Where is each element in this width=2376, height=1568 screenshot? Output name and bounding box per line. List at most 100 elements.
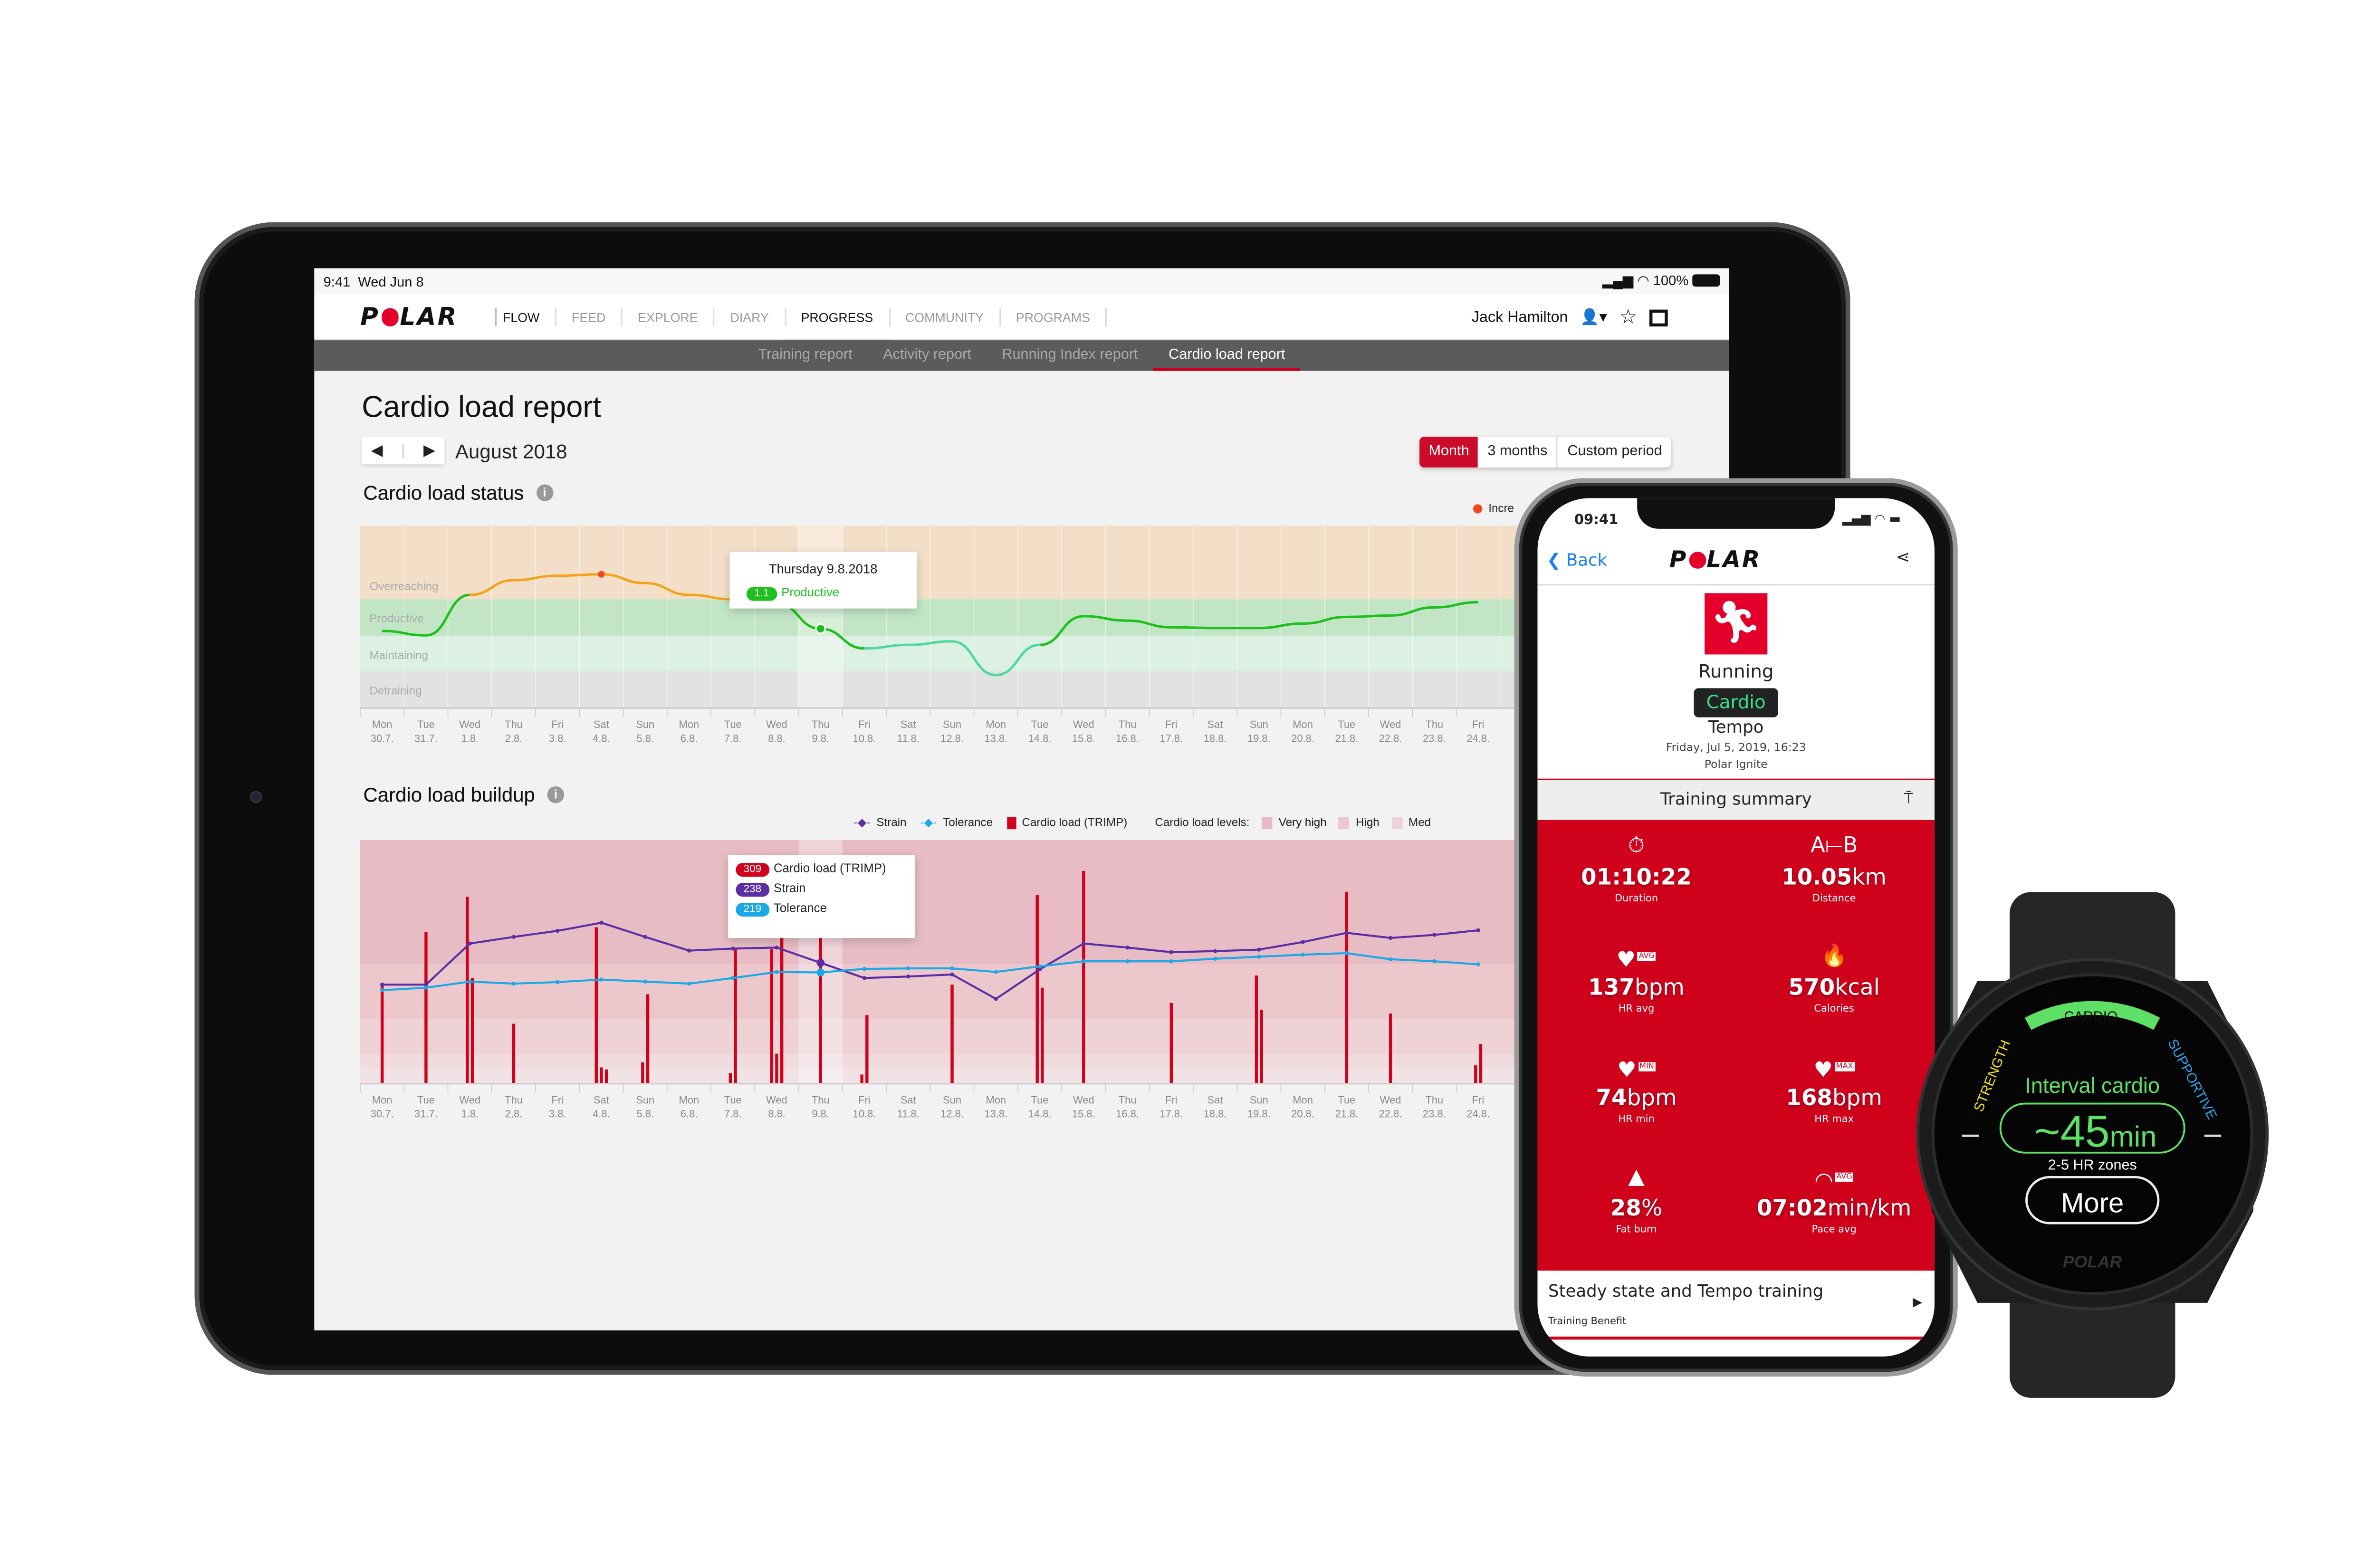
x-tick-label: 6.8. [680,732,698,744]
strain-point [424,983,428,987]
period-3-months[interactable]: 3 months [1487,443,1548,460]
status-line-segment [1346,614,1391,619]
nav-feed[interactable]: FEED [556,308,623,327]
status-time: 9:41 Wed Jun 8 [324,274,424,289]
star-icon[interactable]: ☆ [1619,305,1638,328]
strain-point [599,920,604,925]
device-name: Polar Ignite [1704,757,1768,771]
subnav-running-index-report[interactable]: Running Index report [1002,346,1138,363]
polar-logo: P LAR [1669,545,1762,574]
x-tick-label: 11.8. [897,732,920,744]
x-tick-label: Mon [679,1094,699,1106]
status-icons: ▂▄▆ ◠ 100% [1602,273,1720,289]
period-month[interactable]: Month [1419,437,1478,468]
band-maintaining [360,636,1587,671]
info-icon[interactable]: i [547,786,565,803]
x-tick-label: 13.8. [984,732,1007,744]
subnav-cardio-load-report[interactable]: Cardio load report [1153,340,1301,371]
tolerance-point [468,979,472,984]
x-tick-label: 9.8. [812,1108,829,1120]
status-line-segment [1303,615,1347,625]
trimp-bar [770,949,774,1084]
status-line-segment [645,582,689,596]
back-button[interactable]: ❮ Back [1546,550,1608,570]
trimp-bar [728,1073,732,1084]
nav-diary[interactable]: DIARY [715,308,786,327]
x-tick-label: Tue [1031,1094,1049,1106]
strain-point [775,946,779,950]
watch-more-label[interactable]: More [2061,1188,2124,1219]
trimp-bar [1255,975,1258,1084]
risk-marker [598,571,605,578]
x-tick-label: Sat [594,718,609,730]
tolerance-point [994,970,998,974]
tolerance-point [1082,959,1086,964]
polar-logo[interactable]: P LAR [360,302,458,331]
current-month: August 2018 [455,439,567,462]
strain-point [1301,940,1305,944]
chat-icon[interactable] [1649,308,1668,326]
tolerance-point [380,988,384,993]
band-label: Detraining [369,684,422,697]
subnav-activity-report[interactable]: Activity report [883,346,971,363]
status-line-segment [1390,606,1435,617]
prev-month-button[interactable]: ◀ [371,442,383,459]
x-tick-label: 17.8. [1159,732,1183,744]
watch-more-button[interactable] [2025,1176,2160,1224]
month-navigator: ◀ | ▶ August 2018 [362,437,567,465]
x-tick-label: 24.8. [1466,1108,1490,1120]
nav-flow[interactable]: FLOW [495,308,556,327]
wifi-icon: ◠ [1637,273,1649,288]
x-tick-label: 15.8. [1072,732,1095,744]
training-summary-header[interactable]: Training summary ⍑ [1537,778,1935,820]
subnav-training-report[interactable]: Training report [758,346,853,363]
status-date: Wed Jun 8 [358,273,424,289]
band-productive [360,599,1587,636]
tooltip-status: Productive [781,585,840,600]
x-tick-label: 13.8. [984,1108,1007,1120]
tolerance-point [1344,951,1349,956]
x-tick-label: Sat [1207,1094,1223,1106]
share-icon[interactable]: ⋖ [1896,547,1910,567]
user-name[interactable]: Jack Hamilton [1471,308,1568,326]
metric-hr-min: ♥ MIN 74bpm HR min [1537,1053,1735,1125]
running-icon: 🏃︎ [1705,593,1768,655]
status-line-segment [689,593,733,601]
legend-tolerance: Tolerance [943,815,993,830]
nav-explore[interactable]: EXPLORE [623,308,715,327]
level-band-very-low [360,1068,1587,1084]
nav-community[interactable]: COMMUNITY [890,308,1001,327]
tolerance-point [1037,964,1042,968]
status-line-segment [1083,615,1128,622]
status-line-segment [820,627,865,650]
x-tick-label: Wed [766,718,787,730]
strain-point [994,996,998,1001]
phone-notch [1637,498,1835,529]
tolerance-point [906,966,910,971]
x-tick-label: Thu [505,1094,523,1106]
training-benefit-label: Training Benefit [1548,1315,1627,1328]
user-icon[interactable]: 👤▾ [1580,308,1607,326]
x-tick-label: Fri [551,1094,564,1106]
x-tick-label: Sat [901,1094,916,1106]
nav-programs[interactable]: PROGRAMS [1001,308,1107,327]
metric-hr-avg: ♥ AVG 137bpm HR avg [1537,943,1735,1015]
x-tick-label: Wed [459,718,480,730]
export-icon[interactable]: ⍑ [1904,791,1913,808]
status-line-segment [1171,626,1216,630]
level-band-very-high [360,840,1587,965]
trimp-bar [604,1069,608,1084]
info-icon[interactable]: i [536,484,553,501]
status-line-segment [952,640,996,677]
next-month-button[interactable]: ▶ [423,442,436,459]
chevron-right-icon[interactable]: ▶ [1913,1295,1923,1309]
level-band-low [360,1054,1587,1069]
period-custom-period[interactable]: Custom period [1556,437,1671,468]
training-benefit-title[interactable]: Steady state and Tempo training [1548,1281,1824,1301]
status-line-segment [557,573,602,577]
x-tick-label: Mon [372,1094,393,1106]
phone-screen: 09:41 ▂▄▆ ◠ ▬ ❮ Back P LAR ⋖ 🏃︎ Running C… [1537,498,1935,1357]
trimp-bar [512,1023,516,1084]
tolerance-point [1125,959,1130,964]
strain-point [731,947,735,951]
